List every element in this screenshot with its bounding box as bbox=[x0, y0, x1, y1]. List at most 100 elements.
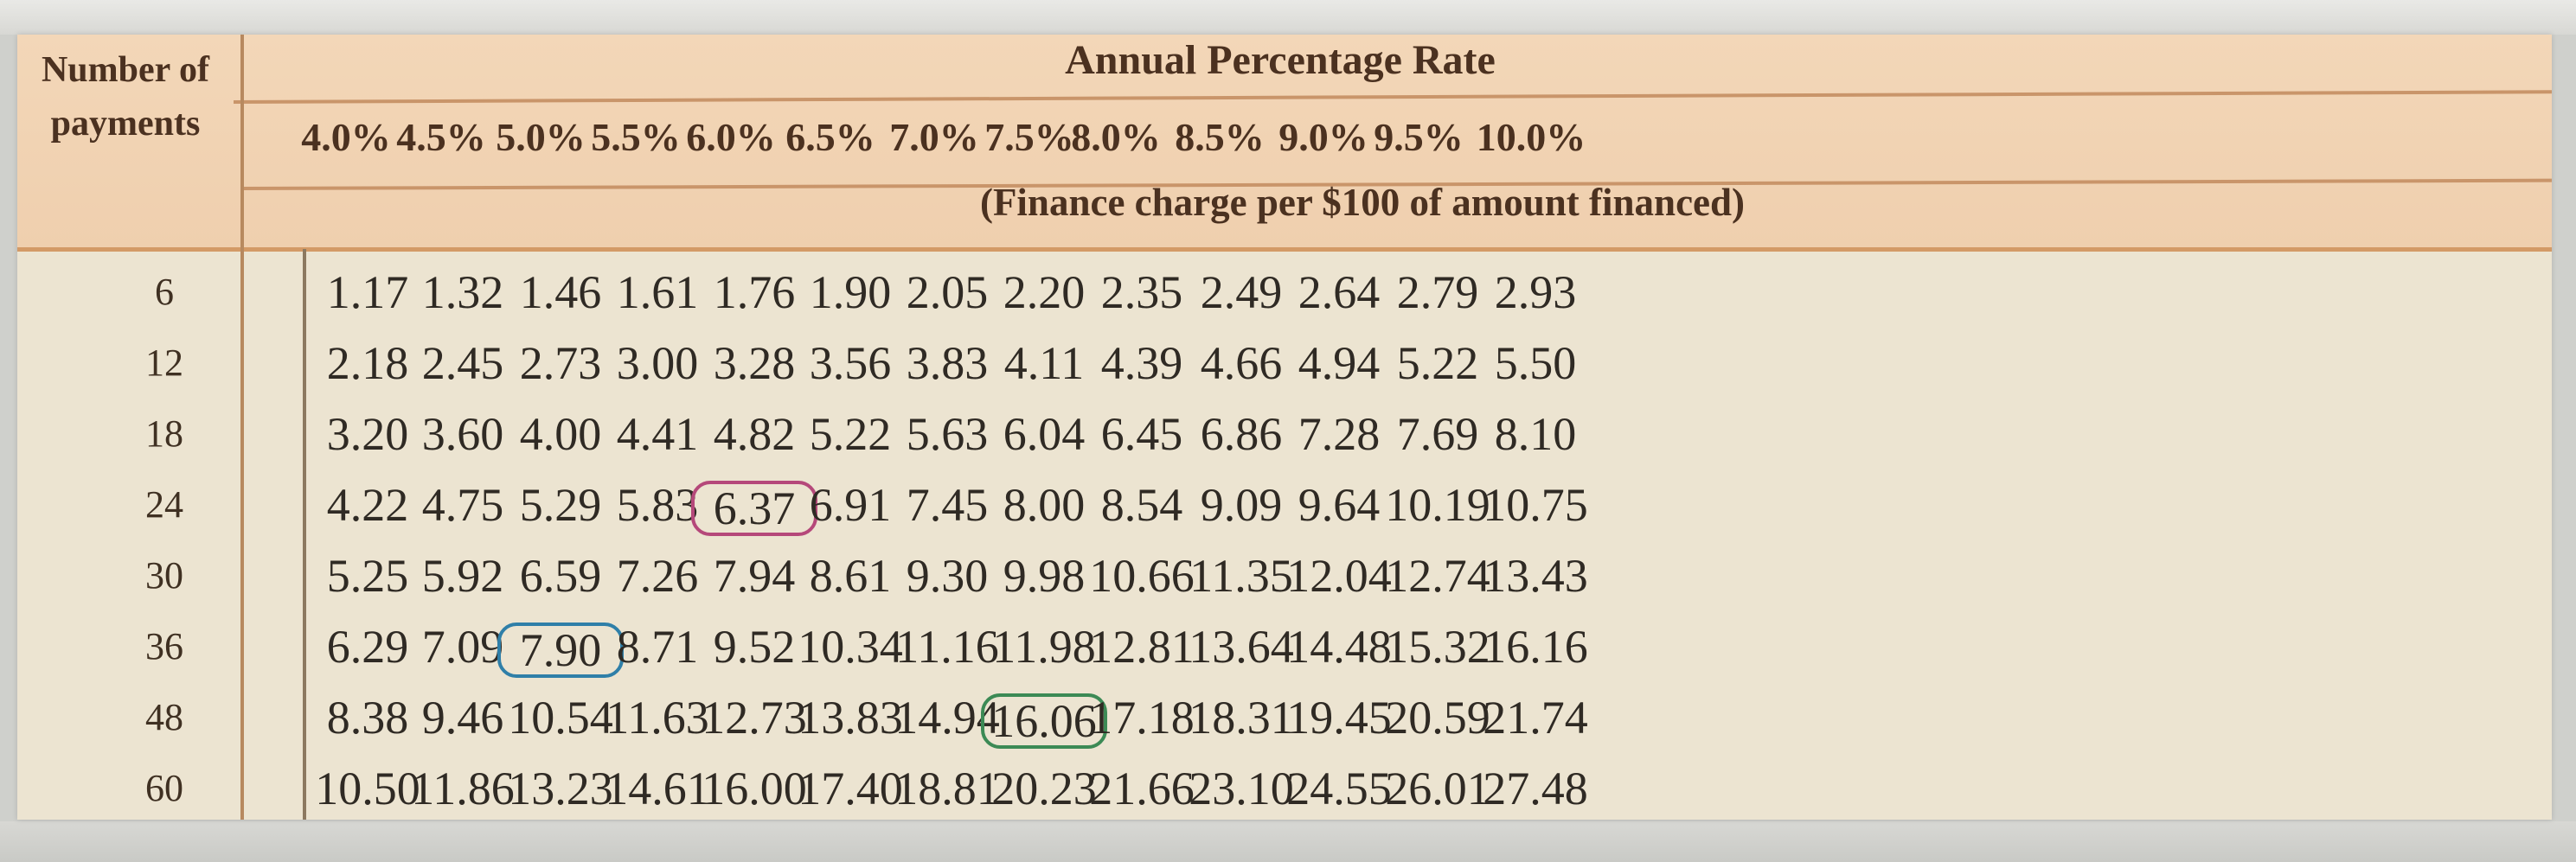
finance-charge-cell: 10.34 bbox=[798, 621, 903, 673]
finance-charge-cell: 9.98 bbox=[1003, 550, 1086, 602]
finance-charge-cell: 11.86 bbox=[411, 763, 515, 814]
finance-charge-cell: 16.00 bbox=[702, 763, 807, 814]
rate-column-header: 8.0% bbox=[1071, 115, 1161, 159]
table-body: 6 1.17 1.32 1.46 1.61 1.76 1.90 2.05 2.20 2.35 2.4… bbox=[17, 258, 2552, 814]
circled-finance-charge-cell: 16.06 bbox=[981, 693, 1107, 749]
finance-charge-cell: 27.48 bbox=[1483, 763, 1588, 814]
finance-charge-cell: 2.20 bbox=[1003, 266, 1086, 318]
finance-charge-cell: 5.22 bbox=[1396, 337, 1479, 389]
finance-charge-cell: 1.76 bbox=[713, 266, 796, 318]
finance-charge-cell: 2.79 bbox=[1396, 266, 1479, 318]
table-header bbox=[17, 35, 2552, 249]
finance-charge-cell: 6.59 bbox=[519, 550, 602, 602]
finance-charge-cell: 11.16 bbox=[895, 621, 999, 673]
finance-charge-cell: 2.35 bbox=[1100, 266, 1183, 318]
finance-charge-cell: 9.52 bbox=[713, 621, 796, 673]
finance-charge-cell: 13.64 bbox=[1189, 621, 1294, 673]
finance-charge-cell: 18.31 bbox=[1189, 692, 1294, 744]
payments-count: 24 bbox=[145, 483, 183, 526]
finance-charge-cell: 4.00 bbox=[519, 408, 602, 460]
column-divider bbox=[240, 35, 244, 820]
circled-finance-charge-cell: 6.37 bbox=[691, 481, 817, 536]
finance-charge-cell: 4.41 bbox=[616, 408, 699, 460]
finance-charge-cell: 3.00 bbox=[616, 337, 699, 389]
number-of-payments-heading: Number of payments bbox=[41, 50, 210, 144]
finance-charge-cell: 11.35 bbox=[1189, 550, 1293, 602]
finance-charge-cell: 9.30 bbox=[906, 550, 989, 602]
finance-charge-cell: 4.75 bbox=[421, 479, 504, 531]
finance-charge-cell: 13.43 bbox=[1483, 550, 1588, 602]
finance-charge-cell: 2.49 bbox=[1200, 266, 1283, 318]
finance-charge-cell: 5.50 bbox=[1494, 337, 1577, 389]
rate-column-header: 10.0% bbox=[1476, 115, 1586, 159]
rate-column-header: 5.5% bbox=[591, 115, 681, 159]
finance-charge-cell: 6.04 bbox=[1003, 408, 1086, 460]
table-row: 36 6.29 7.09 7.90 8.71 9.52 10.34 11.16 11.98 12.… bbox=[17, 612, 2552, 685]
finance-charge-cell: 1.17 bbox=[326, 266, 409, 318]
finance-charge-cell: 8.00 bbox=[1003, 479, 1086, 531]
rate-column-header: 4.5% bbox=[396, 115, 486, 159]
header-bottom-border bbox=[17, 247, 2552, 252]
finance-charge-cell: 3.83 bbox=[906, 337, 989, 389]
payments-count: 48 bbox=[145, 696, 183, 738]
finance-charge-cell: 7.45 bbox=[906, 479, 989, 531]
payments-count: 30 bbox=[145, 554, 183, 597]
rate-column-header: 7.5% bbox=[984, 115, 1074, 159]
finance-charge-cell: 5.92 bbox=[421, 550, 504, 602]
finance-charge-cell: 8.10 bbox=[1494, 408, 1577, 460]
payments-count: 36 bbox=[145, 625, 183, 667]
finance-charge-cell: 12.04 bbox=[1286, 550, 1392, 602]
finance-charge-cell: 3.60 bbox=[421, 408, 504, 460]
finance-charge-cell: 2.05 bbox=[906, 266, 989, 318]
table-row: 48 8.38 9.46 10.54 11.63 12.73 13.83 14.94 16.06… bbox=[17, 683, 2552, 756]
finance-charge-cell: 7.09 bbox=[421, 621, 504, 673]
table-row: 24 4.22 4.75 5.29 5.83 6.37 6.91 7.45 8.00 8.54 9.… bbox=[17, 470, 2552, 543]
rate-column-header: 6.0% bbox=[686, 115, 776, 159]
finance-charge-cell: 8.38 bbox=[326, 692, 409, 744]
finance-charge-cell: 6.86 bbox=[1200, 408, 1283, 460]
finance-charge-cell: 10.75 bbox=[1483, 479, 1588, 531]
rate-column-header: 6.5% bbox=[785, 115, 875, 159]
finance-charge-cell: 5.22 bbox=[809, 408, 892, 460]
finance-charge-cell: 11.98 bbox=[992, 621, 1096, 673]
finance-charge-cell: 23.10 bbox=[1189, 763, 1294, 814]
finance-charge-cell: 5.63 bbox=[906, 408, 989, 460]
finance-charge-cell: 6.29 bbox=[326, 621, 409, 673]
finance-charge-cell: 1.32 bbox=[421, 266, 504, 318]
photo-background-top bbox=[0, 0, 2576, 35]
rate-column-header: 9.0% bbox=[1278, 115, 1368, 159]
finance-charge-cell: 4.22 bbox=[326, 479, 409, 531]
finance-charge-cell: 1.46 bbox=[519, 266, 602, 318]
finance-charge-cell: 4.39 bbox=[1100, 337, 1183, 389]
rate-column-header: 8.5% bbox=[1175, 115, 1265, 159]
finance-charge-cell: 13.23 bbox=[508, 763, 613, 814]
finance-charge-cell: 11.63 bbox=[606, 692, 709, 744]
finance-charge-cell: 9.46 bbox=[421, 692, 504, 744]
finance-charge-cell: 3.20 bbox=[326, 408, 409, 460]
payments-count: 60 bbox=[145, 767, 183, 809]
circled-finance-charge-cell: 7.90 bbox=[497, 623, 624, 678]
finance-charge-cell: 2.73 bbox=[519, 337, 602, 389]
table-row: 6 1.17 1.32 1.46 1.61 1.76 1.90 2.05 2.20 2.35 2.4… bbox=[17, 258, 2552, 330]
finance-charge-cell: 16.16 bbox=[1483, 621, 1588, 673]
finance-charge-cell: 12.73 bbox=[702, 692, 807, 744]
finance-charge-cell: 20.23 bbox=[991, 763, 1097, 814]
finance-charge-cell: 6.91 bbox=[809, 479, 892, 531]
rate-column-header: 5.0% bbox=[496, 115, 586, 159]
finance-charge-cell: 10.50 bbox=[315, 763, 420, 814]
table-row: 12 2.18 2.45 2.73 3.00 3.28 3.56 3.83 4.11 4.39 4.… bbox=[17, 329, 2552, 401]
finance-charge-cell: 2.93 bbox=[1494, 266, 1577, 318]
finance-charge-cell: 10.66 bbox=[1089, 550, 1195, 602]
finance-charge-cell: 5.83 bbox=[616, 479, 699, 531]
finance-charge-cell: 21.66 bbox=[1089, 763, 1195, 814]
finance-charge-table: Number of payments Annual Percentage Rat… bbox=[17, 35, 2552, 820]
rate-column-header: 4.0% bbox=[301, 115, 391, 159]
table-row: 30 5.25 5.92 6.59 7.26 7.94 8.61 9.30 9.98 10.66 1… bbox=[17, 541, 2552, 614]
finance-charge-cell: 6.45 bbox=[1100, 408, 1183, 460]
finance-charge-cell: 2.18 bbox=[326, 337, 409, 389]
annual-percentage-rate-heading: Annual Percentage Rate bbox=[1065, 37, 1496, 83]
finance-charge-cell: 17.18 bbox=[1089, 692, 1195, 744]
rate-column-header: 7.0% bbox=[889, 115, 979, 159]
table-row: 60 10.50 11.86 13.23 14.61 16.00 17.40 18.81 20.… bbox=[17, 754, 2552, 827]
finance-charge-cell: 7.28 bbox=[1298, 408, 1381, 460]
